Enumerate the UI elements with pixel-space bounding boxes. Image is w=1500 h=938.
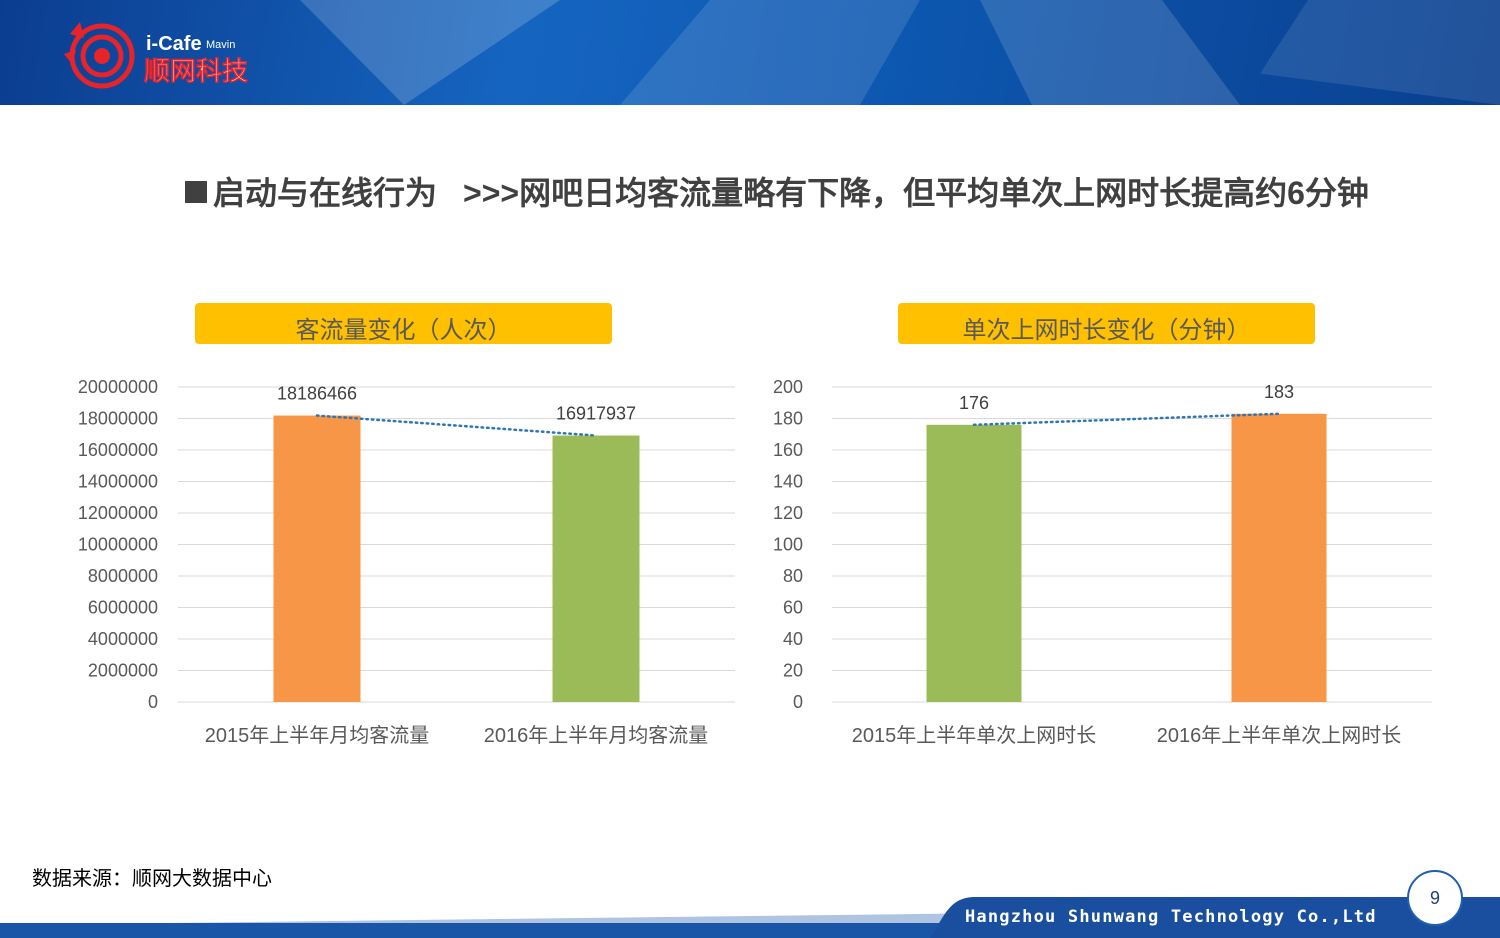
bar — [273, 415, 361, 702]
data-source-note: 数据来源：顺网大数据中心 — [32, 868, 272, 890]
bar — [552, 435, 640, 702]
y-tick-label: 40 — [783, 629, 803, 649]
chart-duration: 0 20 40 60 80 100 120 140 160 180 200 176 2015年上半年单次… — [773, 377, 1432, 747]
brand-cn: 顺网科技 — [144, 56, 248, 86]
y-tick-label: 20 — [783, 661, 803, 681]
square-bullet-icon — [185, 181, 207, 203]
data-label: 176 — [959, 393, 989, 413]
header-banner: i-Cafe Mavin 顺网科技 — [0, 0, 1500, 105]
footer-band — [0, 897, 1500, 938]
brand-sub: Mavin — [206, 39, 235, 51]
headline: >>>网吧日均客流量略有下降，但平均单次上网时长提高约6分钟 — [463, 175, 1369, 211]
x-category-label: 2016年上半年单次上网时长 — [1157, 724, 1402, 747]
y-tick-label: 0 — [148, 692, 158, 712]
y-tick-label: 14000000 — [78, 472, 158, 492]
y-tick-label: 80 — [783, 566, 803, 586]
shunwang-logo: i-Cafe Mavin 顺网科技 — [64, 22, 248, 89]
y-tick-label: 6000000 — [88, 598, 158, 618]
y-tick-label: 4000000 — [88, 629, 158, 649]
data-label: 183 — [1264, 382, 1294, 402]
y-tick-label: 200 — [773, 377, 803, 397]
target-icon — [64, 22, 135, 89]
y-tick-label: 180 — [773, 409, 803, 429]
y-tick-label: 12000000 — [78, 503, 158, 523]
trend-line — [315, 414, 598, 437]
y-tick-label: 120 — [773, 503, 803, 523]
y-tick-label: 160 — [773, 440, 803, 460]
chart-title-duration: 单次上网时长变化（分钟） — [898, 303, 1315, 344]
y-tick-label: 60 — [783, 598, 803, 618]
company-name: Hangzhou Shunwang Technology Co.,Ltd — [965, 907, 1377, 927]
chart-traffic: 0 2000000 4000000 6000000 8000000 10000000 120… — [78, 377, 735, 747]
section-label: 启动与在线行为 — [213, 175, 438, 211]
chart-title-traffic: 客流量变化（人次） — [195, 303, 612, 344]
x-category-label: 2015年上半年单次上网时长 — [852, 724, 1097, 747]
brand-top: i-Cafe — [146, 33, 202, 55]
y-tick-label: 140 — [773, 472, 803, 492]
y-tick-label: 18000000 — [78, 409, 158, 429]
x-category-label: 2015年上半年月均客流量 — [205, 724, 430, 747]
y-tick-label: 0 — [793, 692, 803, 712]
page-number: 9 — [1407, 870, 1463, 926]
slide-title: 启动与在线行为 >>>网吧日均客流量略有下降，但平均单次上网时长提高约6分钟 — [185, 168, 1369, 212]
y-tick-label: 8000000 — [88, 566, 158, 586]
data-label: 16917937 — [556, 404, 636, 424]
bar — [1231, 413, 1327, 702]
x-category-label: 2016年上半年月均客流量 — [484, 724, 709, 747]
bar — [926, 424, 1022, 702]
y-tick-label: 20000000 — [78, 377, 158, 397]
y-tick-label: 2000000 — [88, 661, 158, 681]
data-label: 18186466 — [277, 384, 357, 404]
y-tick-label: 10000000 — [78, 535, 158, 555]
y-tick-label: 100 — [773, 535, 803, 555]
y-tick-label: 16000000 — [78, 440, 158, 460]
trend-line — [972, 412, 1281, 427]
